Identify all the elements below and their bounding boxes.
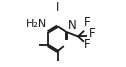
Text: F: F <box>84 16 90 29</box>
Text: N: N <box>68 19 76 32</box>
Text: H₂N: H₂N <box>26 19 48 29</box>
Text: F: F <box>84 38 90 51</box>
Text: F: F <box>89 27 96 40</box>
Text: I: I <box>56 1 59 14</box>
